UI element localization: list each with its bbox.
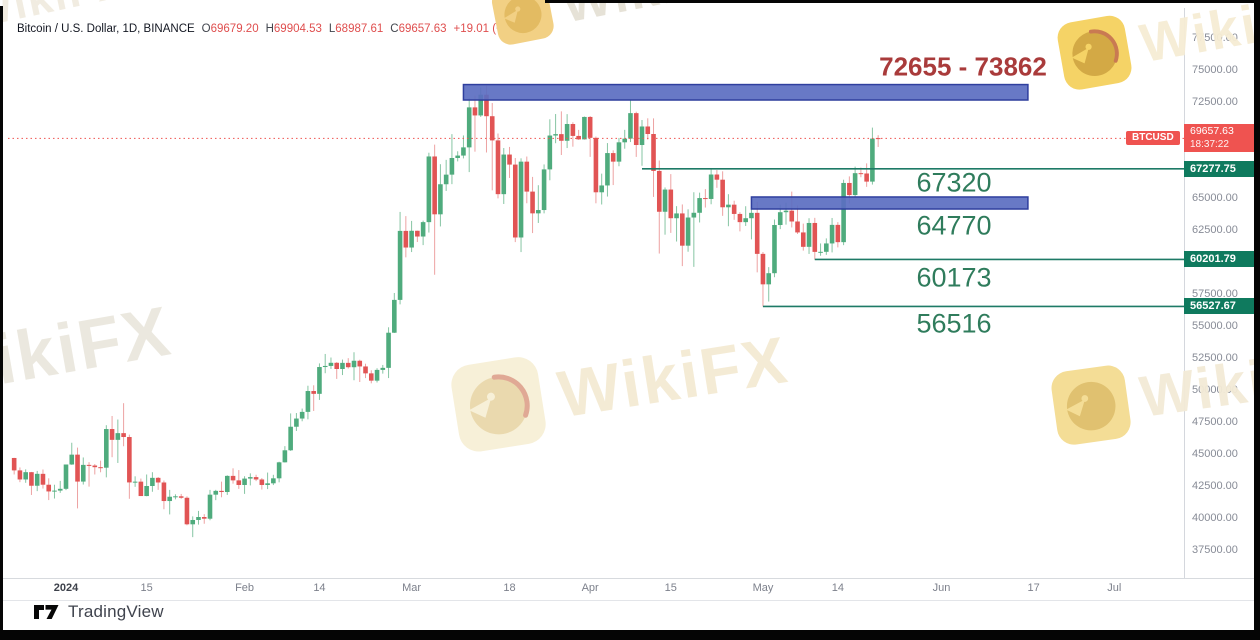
time-tick: Feb xyxy=(235,582,255,594)
frame-border xyxy=(1254,0,1260,640)
tradingview-wordmark: TradingView xyxy=(68,602,164,621)
price-tick: 47500.00 xyxy=(1192,416,1238,428)
tradingview-logo-icon xyxy=(34,604,59,619)
price-tick: 40000.00 xyxy=(1192,512,1238,524)
ohlc-open-key: O xyxy=(201,23,211,35)
frame-border xyxy=(0,630,1260,640)
tradingview-logo[interactable]: TradingView xyxy=(34,602,164,622)
price-tick: 42500.00 xyxy=(1192,480,1238,492)
price-tick: 62500.00 xyxy=(1192,224,1238,236)
time-tick: 14 xyxy=(313,582,326,594)
time-tick: Jun xyxy=(932,582,951,594)
price-tick: 45000.00 xyxy=(1192,448,1238,460)
frame-border xyxy=(545,0,1260,3)
price-tick: 37500.00 xyxy=(1192,544,1238,556)
ohlc-close-value: 69657.63 xyxy=(398,23,447,35)
price-level-pill: 60201.79 xyxy=(1184,251,1260,268)
change-value: +19.01 (+0.03%) xyxy=(453,23,540,35)
time-tick: 15 xyxy=(140,582,153,594)
price-tick: 75000.00 xyxy=(1192,64,1238,76)
ohlc-low-key: L xyxy=(328,23,336,35)
time-tick: 2024 xyxy=(53,582,79,594)
price-tick: 52500.00 xyxy=(1192,352,1238,364)
time-tick: 18 xyxy=(503,582,516,594)
ohlc-low-value: 68987.61 xyxy=(335,23,384,35)
price-level-pill: 56527.67 xyxy=(1184,298,1260,315)
time-tick: May xyxy=(752,582,774,594)
level-label-67320[interactable]: 67320 xyxy=(916,167,992,198)
price-axis-border xyxy=(1184,8,1185,578)
time-tick: 14 xyxy=(831,582,844,594)
time-tick: 15 xyxy=(664,582,677,594)
footer-border xyxy=(0,600,1255,601)
time-tick: 17 xyxy=(1027,582,1040,594)
price-level-pill: 67277.75 xyxy=(1184,160,1260,177)
ohlc-open-value: 69679.20 xyxy=(210,23,259,35)
chart-header: Bitcoin / U.S. Dollar, 1D, BINANCE O69679… xyxy=(17,23,539,35)
bar-countdown: 18:37:22 xyxy=(1190,139,1229,151)
ohlc-high-value: 69904.53 xyxy=(273,23,322,35)
level-label-60173[interactable]: 60173 xyxy=(916,262,992,293)
price-tick: 50000.00 xyxy=(1192,384,1238,396)
level-label-64770[interactable]: 64770 xyxy=(916,210,992,241)
price-tick: 72500.00 xyxy=(1192,96,1238,108)
time-tick: Jul xyxy=(1107,582,1122,594)
ohlc-close-key: C xyxy=(390,23,399,35)
current-price-value: 69657.63 xyxy=(1190,125,1234,138)
time-axis-border xyxy=(0,578,1255,579)
time-tick: Apr xyxy=(581,582,599,594)
price-tick: 77500.00 xyxy=(1192,32,1238,44)
frame-border xyxy=(0,6,3,640)
ohlc-high-key: H xyxy=(265,23,274,35)
symbol-tag-pill: BTCUSD xyxy=(1126,131,1180,146)
current-price-pill: 69657.63 18:37:22 xyxy=(1184,124,1260,153)
price-tick: 57500.00 xyxy=(1192,288,1238,300)
price-tick: 65000.00 xyxy=(1192,192,1238,204)
symbol-title[interactable]: Bitcoin / U.S. Dollar, 1D, BINANCE xyxy=(17,23,195,35)
level-label-56516[interactable]: 56516 xyxy=(916,308,992,339)
price-tick: 55000.00 xyxy=(1192,320,1238,332)
supply-zone-label[interactable]: 72655 - 73862 xyxy=(879,51,1047,82)
time-tick: Mar xyxy=(402,582,422,594)
